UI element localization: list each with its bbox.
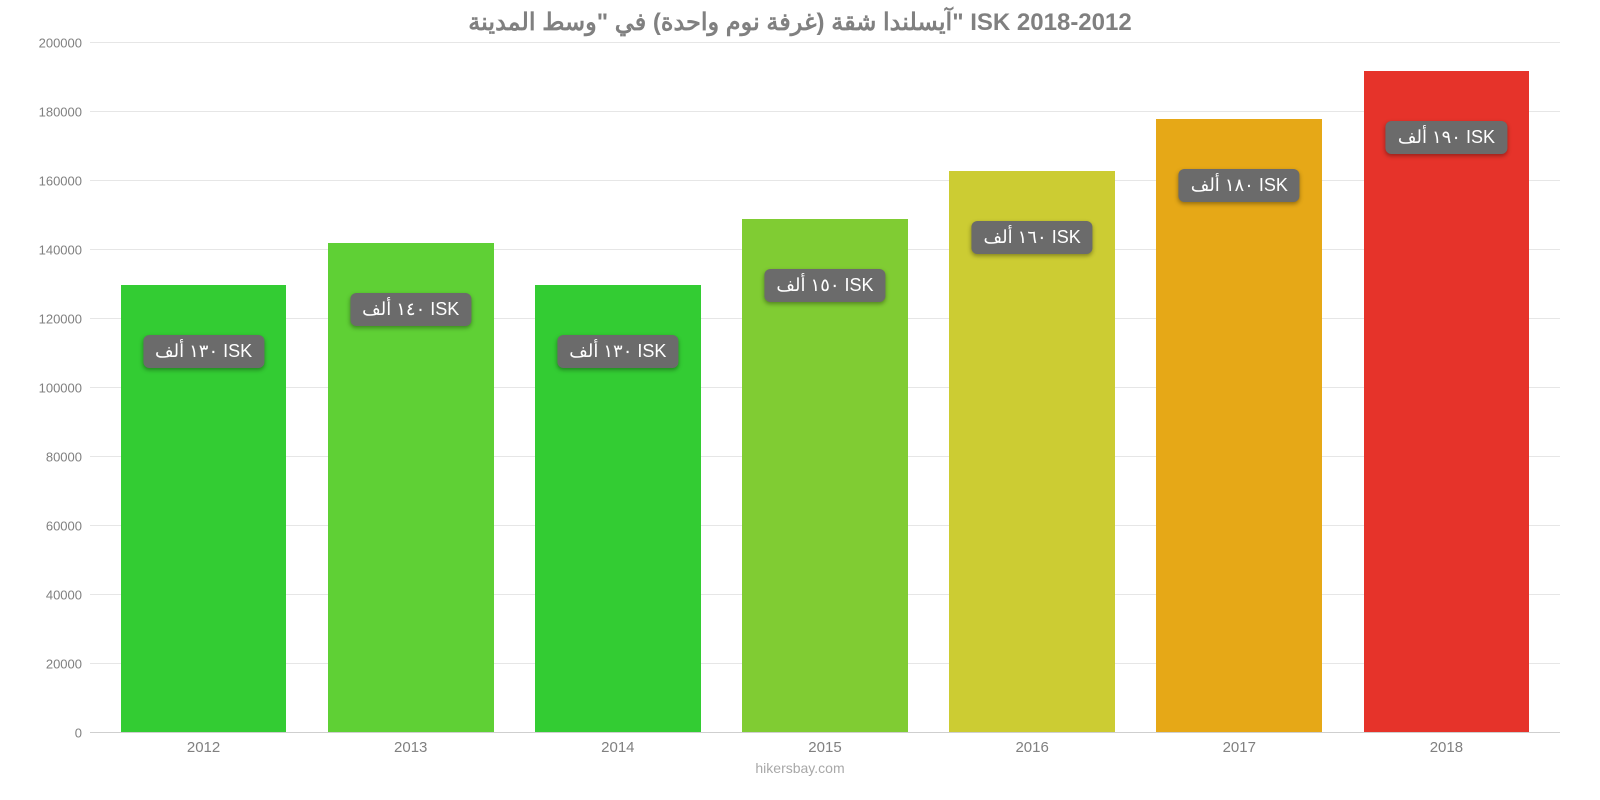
- bar-value-label: ١٩٠ ألف ISK: [1386, 121, 1507, 154]
- bar: ١٣٠ ألف ISK: [121, 285, 287, 734]
- bar: ١٣٠ ألف ISK: [535, 285, 701, 734]
- bar-value-label: ١٦٠ ألف ISK: [972, 221, 1093, 254]
- ytick-label: 60000: [46, 519, 82, 534]
- bar-slot: ١٥٠ ألف ISK: [721, 43, 928, 733]
- xtick-label: 2013: [307, 739, 514, 756]
- bar-chart: آيسلندا شقة (غرفة نوم واحدة) في "وسط الم…: [0, 0, 1600, 800]
- bar-value-label: ١٥٠ ألف ISK: [764, 269, 885, 302]
- bar-slot: ١٣٠ ألف ISK: [100, 43, 307, 733]
- ytick-label: 180000: [39, 105, 82, 120]
- bar: ١٨٠ ألف ISK: [1156, 119, 1322, 733]
- ytick-label: 40000: [46, 588, 82, 603]
- ytick-label: 0: [75, 726, 82, 741]
- ytick-label: 100000: [39, 381, 82, 396]
- xtick-label: 2017: [1136, 739, 1343, 756]
- plot-area: 0200004000060000800001000001200001400001…: [90, 43, 1560, 733]
- ytick-label: 140000: [39, 243, 82, 258]
- ytick-label: 120000: [39, 312, 82, 327]
- bar-slot: ١٦٠ ألف ISK: [929, 43, 1136, 733]
- credit-text: hikersbay.com: [30, 760, 1570, 776]
- bar: ١٩٠ ألف ISK: [1364, 71, 1530, 733]
- ytick-label: 80000: [46, 450, 82, 465]
- ytick-label: 160000: [39, 174, 82, 189]
- ytick-label: 20000: [46, 657, 82, 672]
- bar-slot: ١٣٠ ألف ISK: [514, 43, 721, 733]
- xtick-label: 2014: [514, 739, 721, 756]
- bar-value-label: ١٨٠ ألف ISK: [1179, 169, 1300, 202]
- bar-slot: ١٩٠ ألف ISK: [1343, 43, 1550, 733]
- xtick-label: 2018: [1343, 739, 1550, 756]
- chart-title: آيسلندا شقة (غرفة نوم واحدة) في "وسط الم…: [30, 8, 1570, 37]
- bar-value-label: ١٣٠ ألف ISK: [143, 335, 264, 368]
- bar: ١٦٠ ألف ISK: [949, 171, 1115, 733]
- xtick-label: 2015: [721, 739, 928, 756]
- xtick-label: 2016: [929, 739, 1136, 756]
- bar-value-label: ١٣٠ ألف ISK: [557, 335, 678, 368]
- x-axis-labels: 2012201320142015201620172018: [90, 733, 1560, 756]
- xtick-label: 2012: [100, 739, 307, 756]
- bar: ١٤٠ ألف ISK: [328, 243, 494, 733]
- bars-container: ١٣٠ ألف ISK ١٤٠ ألف ISK ١٣٠ ألف ISK ١٥٠ ألف…: [90, 43, 1560, 733]
- bar-slot: ١٨٠ ألف ISK: [1136, 43, 1343, 733]
- bar-value-label: ١٤٠ ألف ISK: [350, 293, 471, 326]
- ytick-label: 200000: [39, 36, 82, 51]
- bar: ١٥٠ ألف ISK: [742, 219, 908, 733]
- bar-slot: ١٤٠ ألف ISK: [307, 43, 514, 733]
